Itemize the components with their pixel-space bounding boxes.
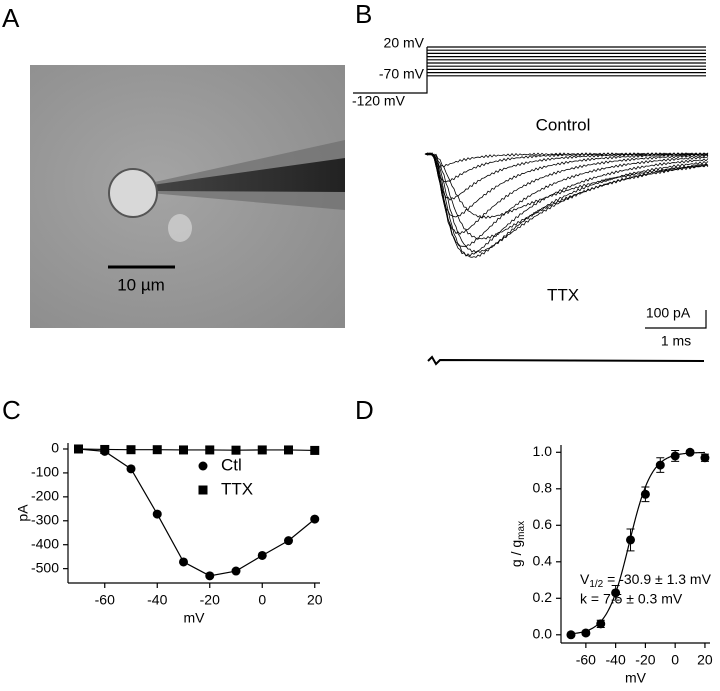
- y-tick-label: 0.0: [533, 625, 553, 641]
- y-tick-label: -500: [31, 559, 59, 575]
- marker: [310, 514, 320, 524]
- marker: [310, 445, 320, 455]
- annotation-part: = -30.9 ± 1.3 mV: [603, 571, 711, 587]
- marker: [685, 447, 695, 457]
- marker: [284, 445, 293, 455]
- series-line: [78, 448, 315, 452]
- marker: [205, 445, 215, 455]
- marker: [205, 571, 215, 581]
- annotation-part: 1/2: [589, 579, 603, 590]
- marker: [566, 630, 576, 640]
- y-tick-label: -300: [31, 511, 59, 527]
- panel-letter: B: [355, 0, 372, 29]
- y-tick-label: -200: [31, 488, 59, 504]
- marker: [640, 489, 650, 499]
- y-tick-label: 0.8: [533, 480, 553, 496]
- legend-label: TTX: [221, 479, 253, 498]
- panel-letter: A: [2, 3, 20, 33]
- protocol-label: 20 mV: [384, 35, 425, 51]
- marker: [231, 445, 241, 455]
- marker: [581, 628, 591, 638]
- micrograph: 10 µm: [30, 65, 345, 328]
- current-trace: [424, 152, 709, 220]
- fit-curve: [570, 451, 705, 635]
- protocol-label: -120 mV: [352, 93, 406, 109]
- x-tick-label: -20: [200, 592, 220, 608]
- x-tick-label: -20: [635, 652, 655, 668]
- annotation-part: V: [580, 571, 590, 587]
- x-tick-label: -40: [147, 592, 167, 608]
- x-axis-label: mV: [184, 610, 206, 626]
- x-tick-label: -60: [95, 592, 115, 608]
- y-tick-label: 0.6: [533, 516, 553, 532]
- y-tick-label: 1.0: [533, 443, 553, 459]
- y-tick-label: 0.4: [533, 552, 553, 568]
- scale-label: 1 ms: [661, 333, 691, 349]
- marker: [700, 453, 710, 463]
- y-tick-label: -400: [31, 535, 59, 551]
- y-tick-label: 0.2: [533, 589, 553, 605]
- trace-title: Control: [536, 115, 591, 134]
- marker: [179, 445, 188, 455]
- marker: [626, 535, 636, 545]
- current-trace: [424, 152, 709, 235]
- y-label-part: max: [516, 521, 527, 540]
- marker: [596, 619, 606, 629]
- annotation: V1/2 = -30.9 ± 1.3 mV: [580, 571, 712, 590]
- series-line: [78, 448, 316, 577]
- current-traces: [424, 152, 709, 258]
- protocol-label: -70 mV: [379, 66, 425, 82]
- scale-bar: [645, 310, 707, 329]
- marker: [100, 444, 110, 454]
- marker: [655, 460, 665, 470]
- current-trace: [424, 152, 709, 248]
- current-trace: [424, 152, 709, 218]
- marker: [126, 464, 136, 474]
- annotation: k = 7.5 ± 0.3 mV: [580, 591, 683, 607]
- current-trace: [424, 153, 709, 240]
- marker: [152, 445, 162, 455]
- marker: [152, 509, 162, 519]
- x-tick-label: 0: [671, 652, 679, 668]
- x-axis-label: mV: [625, 670, 647, 686]
- scale-label: 10 µm: [117, 275, 165, 294]
- x-tick-label: -40: [606, 652, 626, 668]
- panel-letter: D: [355, 395, 374, 425]
- ttx-trace: [427, 355, 705, 366]
- x-tick-label: 20: [307, 592, 323, 608]
- y-axis-label: g / gmax: [508, 521, 527, 567]
- marker: [231, 566, 241, 576]
- y-axis-label: pA: [15, 504, 31, 522]
- protocol: [353, 46, 706, 94]
- current-trace: [424, 152, 709, 258]
- marker: [179, 557, 188, 567]
- panel-letter: C: [2, 395, 21, 425]
- marker: [257, 445, 267, 455]
- y-tick-label: -100: [31, 464, 59, 480]
- marker: [611, 588, 621, 598]
- trace-title: TTX: [547, 285, 579, 304]
- current-trace: [424, 152, 709, 201]
- x-tick-label: 0: [258, 592, 266, 608]
- scale-label: 100 pA: [646, 305, 691, 321]
- marker: [284, 536, 293, 546]
- marker: [126, 445, 136, 455]
- marker: [198, 461, 208, 471]
- x-tick-label: -60: [576, 652, 596, 668]
- current-trace: [424, 152, 709, 254]
- marker: [74, 444, 83, 454]
- x-tick-label: 20: [697, 652, 713, 668]
- legend-label: Ctl: [221, 455, 242, 474]
- marker: [198, 485, 208, 495]
- marker: [670, 451, 680, 461]
- y-tick-label: 0: [51, 440, 59, 456]
- current-trace: [424, 153, 709, 257]
- y-label-part: g / g: [508, 540, 524, 567]
- marker: [257, 550, 267, 560]
